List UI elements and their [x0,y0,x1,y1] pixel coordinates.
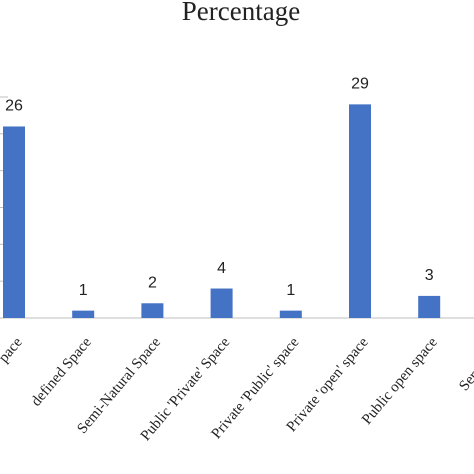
bar [210,288,233,318]
bar [72,310,95,318]
data-label: 1 [79,282,88,299]
data-label: 3 [425,267,434,284]
x-tick-label: defined Space [28,334,95,409]
bar [141,303,164,318]
bar [3,126,25,318]
chart-title: Percentage [182,0,300,26]
data-label: 1 [286,282,295,299]
data-label: 2 [148,274,157,291]
x-tick-label: Service Sp [456,334,474,394]
data-label: 29 [351,76,369,93]
data-label: 26 [5,98,23,115]
bar [279,310,302,318]
x-tick-label: Public open space [359,334,441,428]
x-tick-label: pace [0,334,26,366]
bar [349,104,371,318]
bar [418,295,441,318]
data-label: 4 [217,260,226,277]
